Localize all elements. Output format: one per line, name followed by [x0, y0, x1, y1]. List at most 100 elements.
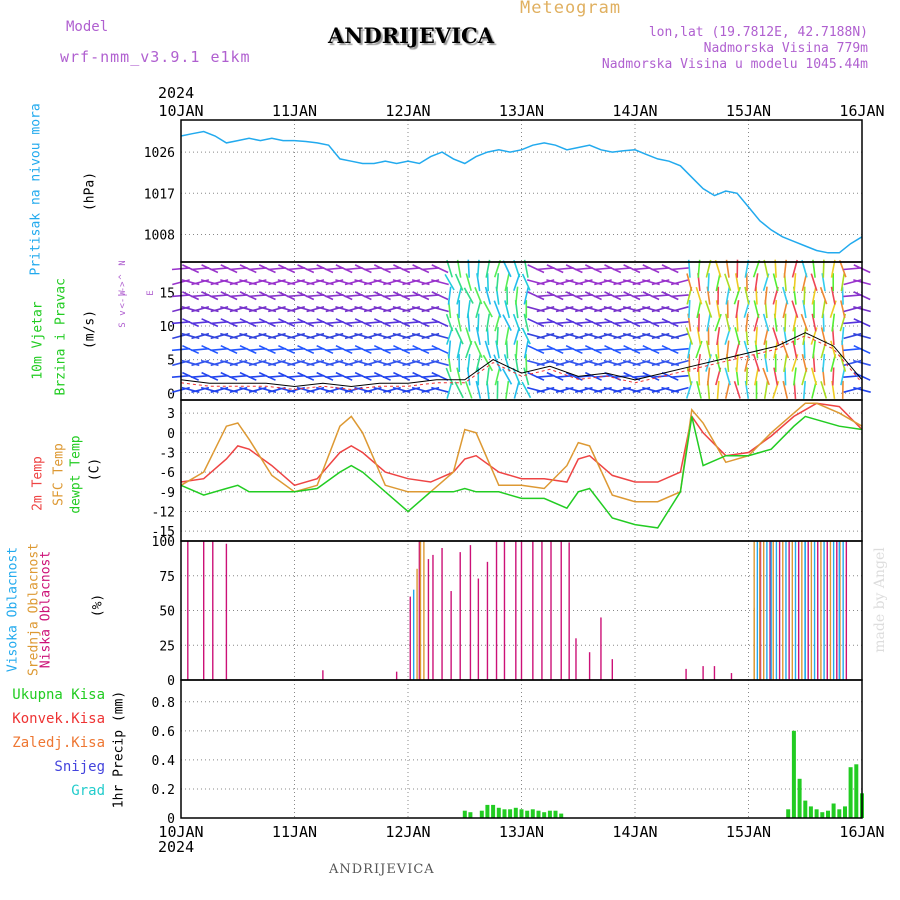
wind-barb [752, 354, 761, 372]
wind-barb [475, 327, 481, 346]
wind-barb [477, 313, 480, 332]
wind-barb [521, 381, 532, 399]
wind-barb [762, 367, 770, 386]
lonlat-label: lon,lat (19.7812E, 42.7188N) [648, 25, 868, 40]
wind-barb [191, 294, 210, 298]
wind-barb [278, 344, 296, 355]
x-tick-label-top: 14JAN [612, 102, 657, 120]
wind-barb [661, 291, 679, 301]
wind-barb [584, 291, 602, 301]
wind-barb [725, 286, 731, 305]
wind-barb [705, 259, 712, 278]
y-tick-label: 0 [167, 387, 175, 402]
wind-barb [546, 371, 564, 381]
wind-barb [278, 371, 296, 381]
wind-barb [613, 294, 632, 298]
wind-barb [696, 300, 702, 319]
wind-barb [594, 267, 613, 271]
wind-barb [297, 291, 315, 301]
wind-barb [182, 291, 200, 301]
wind-barb [504, 327, 510, 346]
precip-bar [843, 806, 847, 818]
wind-barb [431, 371, 449, 381]
wind-barb [393, 371, 411, 381]
wind-barb [716, 380, 720, 399]
y-tick-label: 5 [167, 354, 175, 369]
wind-barb [706, 313, 711, 332]
wind-barb [651, 347, 670, 352]
precip-bar [468, 812, 473, 818]
wind-barb [344, 267, 363, 271]
wind-barb [220, 264, 238, 274]
y-tick-label: 50 [159, 605, 175, 620]
wind-barb [248, 374, 267, 378]
wind-barb [239, 264, 257, 274]
wind-barb [822, 313, 825, 332]
wind-barb [661, 318, 679, 328]
precip-bar [848, 767, 853, 818]
wind-barb [402, 347, 421, 352]
wind-barb [670, 359, 689, 367]
wind-barb [803, 286, 806, 305]
wind-barb [239, 318, 257, 328]
wind-barb [642, 291, 660, 301]
wind-barb [493, 300, 502, 318]
wind-barb [764, 286, 768, 305]
wind-barb [565, 318, 583, 328]
y-tick-label: 0.6 [152, 725, 175, 740]
wind-barb [704, 300, 713, 318]
wind-barb [325, 347, 344, 352]
wind-barb [210, 321, 229, 325]
precip-bar [820, 812, 825, 818]
precip-bar [831, 803, 836, 818]
wind-barb [604, 291, 622, 301]
wind-barb [454, 273, 464, 291]
panel-frame [180, 399, 863, 542]
wind-barb [745, 313, 749, 332]
wind-barb [402, 294, 421, 298]
y-tick-label: 0 [167, 427, 175, 442]
wind-barb [446, 327, 454, 345]
wind-barb [772, 327, 780, 345]
wind-barb [267, 374, 286, 378]
wind-barb [594, 294, 613, 298]
wind-barb [335, 318, 353, 328]
wind-barb [431, 332, 449, 340]
wind-barb [661, 344, 679, 355]
wind-barb [421, 374, 440, 378]
wind-barb [445, 313, 454, 332]
y-tick-label: 10 [159, 320, 175, 335]
wind-barb [393, 344, 411, 355]
wind-gust-line [180, 335, 863, 391]
wind-barb [486, 367, 490, 386]
wind-barb [546, 291, 564, 301]
wind-barb [201, 264, 219, 274]
wind-barb [661, 264, 679, 274]
wind-barb [464, 381, 473, 399]
wind-barb [267, 294, 286, 298]
precip-bar [502, 809, 507, 818]
wind-barb [494, 367, 501, 386]
wind-barb [840, 273, 845, 292]
wind-barb [393, 318, 411, 328]
wind-barb [515, 340, 519, 359]
wind-barb [843, 321, 862, 325]
y-tick-label: 1008 [144, 229, 175, 244]
wind-barb [820, 381, 828, 399]
station-title: ANDRIJEVICA [328, 23, 495, 48]
wind-barb [763, 380, 769, 399]
y-tick-label: 1026 [144, 146, 175, 161]
meteogram-label: Meteogram [520, 0, 622, 18]
wind-barb [306, 321, 325, 325]
y-tick-label: -3 [159, 446, 175, 461]
y-tick-label: 15 [159, 286, 175, 301]
wind-barb [402, 321, 421, 325]
wind-barb [521, 273, 531, 291]
wind-barb [316, 291, 334, 301]
y-tick-label: 0.2 [152, 783, 175, 798]
wind-barb [495, 273, 500, 292]
wind-barb [565, 344, 583, 355]
wind-barb [791, 259, 798, 278]
wind-barb [278, 264, 296, 274]
